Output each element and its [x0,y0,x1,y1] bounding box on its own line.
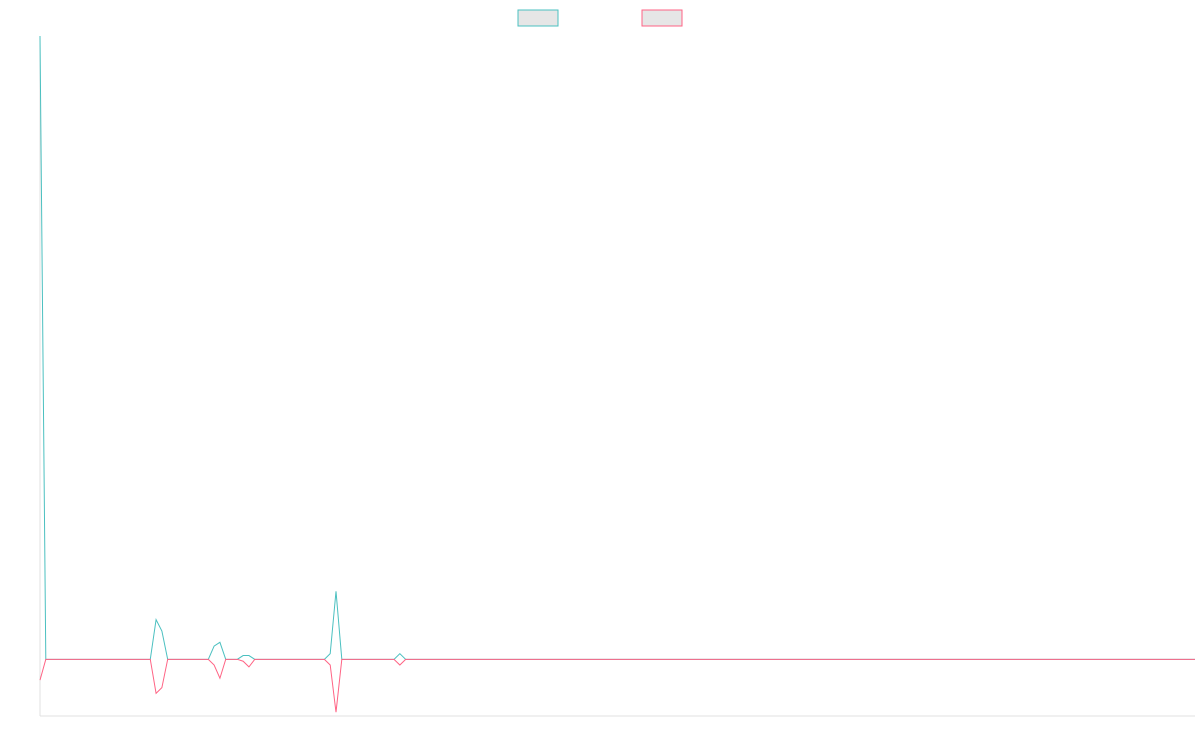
series-line-1 [39,35,1195,660]
plot-area [39,35,1195,713]
legend [517,9,683,27]
axes [39,36,1195,717]
legend-item-1[interactable] [517,9,559,27]
legend-swatch-2[interactable] [641,9,683,27]
series-line-2 [39,658,1195,713]
legend-swatch-1[interactable] [517,9,559,27]
legend-item-2[interactable] [641,9,683,27]
